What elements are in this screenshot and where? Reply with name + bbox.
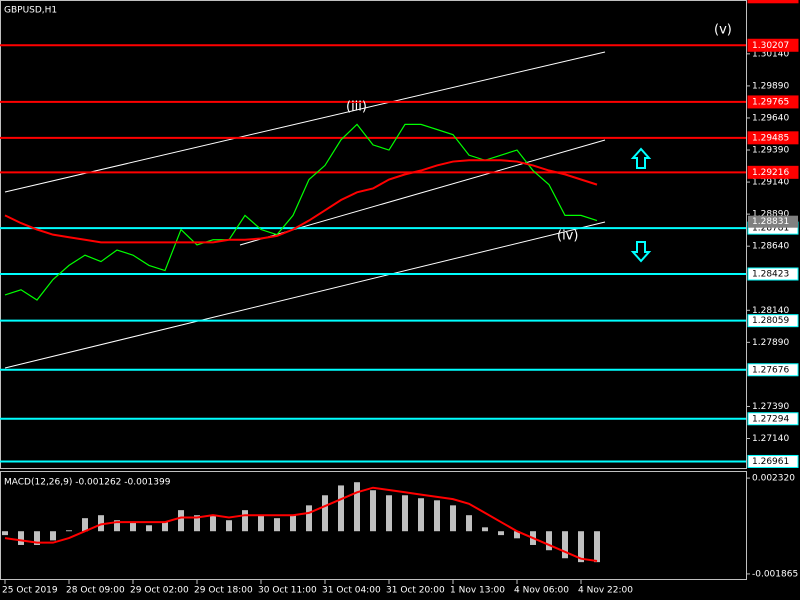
level-label-box xyxy=(747,165,799,179)
x-tick-label: 4 Nov 22:00 xyxy=(578,586,633,596)
macd-bar xyxy=(546,531,552,551)
macd-bar xyxy=(146,525,152,532)
channel-upper xyxy=(4,51,606,193)
x-tick-label: 1 Nov 13:00 xyxy=(450,586,505,596)
price-label-box xyxy=(748,215,798,228)
annotation: (iv) xyxy=(557,229,578,244)
arrow-down xyxy=(630,241,652,263)
y-tick-label: 1.29640 xyxy=(752,113,789,123)
y-tick-label: 1.28640 xyxy=(752,242,789,252)
y-tick-label: 1.27390 xyxy=(752,402,789,412)
x-tick-label: 29 Oct 02:00 xyxy=(130,586,189,596)
macd-bar xyxy=(562,531,568,559)
macd-bar xyxy=(434,500,440,532)
macd-bar xyxy=(450,505,456,532)
level-label: 1.29216 xyxy=(752,168,789,178)
level-label-box xyxy=(747,131,799,145)
macd-bar xyxy=(178,510,184,532)
y-tick-label: 0.002320 xyxy=(752,474,795,484)
level-label: 1.29765 xyxy=(752,97,789,107)
price-label: 1.28831 xyxy=(752,217,789,227)
macd-title: MACD(12,26,9) -0.001262 -0.001399 xyxy=(4,478,171,488)
macd-bar xyxy=(338,485,344,532)
macd-bar xyxy=(162,522,168,532)
y-tick-label: 1.29140 xyxy=(752,178,789,188)
macd-bar xyxy=(370,490,376,532)
level-label-box xyxy=(747,0,799,4)
chart-title: GBPUSD,H1 xyxy=(4,6,57,16)
x-tick-label: 30 Oct 11:00 xyxy=(258,586,317,596)
level-label-box xyxy=(747,267,799,281)
x-tick-label: 31 Oct 20:00 xyxy=(386,586,445,596)
y-tick-label: 1.27140 xyxy=(752,434,789,444)
x-tick-label: 29 Oct 18:00 xyxy=(194,586,253,596)
x-tick-label: 31 Oct 04:00 xyxy=(322,586,381,596)
macd-bar xyxy=(18,531,24,545)
x-tick-label: 25 Oct 2019 xyxy=(2,586,58,596)
line-series xyxy=(4,159,598,244)
macd-bar xyxy=(386,495,392,532)
level-label: 1.30585 xyxy=(752,0,789,2)
line-series xyxy=(4,123,598,301)
macd-bar xyxy=(402,495,408,532)
y-tick-label: 1.29890 xyxy=(752,81,789,91)
macd-bar xyxy=(130,522,136,532)
level-label-box xyxy=(747,314,799,328)
level-label-box xyxy=(747,363,799,377)
macd-bar xyxy=(514,531,520,539)
main-panel xyxy=(0,0,747,469)
line-series xyxy=(4,486,598,562)
macd-bar xyxy=(194,515,200,532)
macd-bar xyxy=(274,518,280,532)
macd-bar xyxy=(482,527,488,532)
level-label: 1.27294 xyxy=(752,414,789,424)
macd-bar xyxy=(498,531,504,536)
level-label: 1.28059 xyxy=(752,316,789,326)
level-label: 1.29485 xyxy=(752,133,789,143)
x-tick-label: 4 Nov 06:00 xyxy=(514,586,569,596)
x-tick-label: 28 Oct 09:00 xyxy=(66,586,125,596)
y-tick-label: 1.27890 xyxy=(752,338,789,348)
macd-bar xyxy=(290,515,296,532)
annotation: (v) xyxy=(714,23,732,38)
y-tick-label: 1.30140 xyxy=(752,49,789,59)
level-label-box xyxy=(747,95,799,109)
macd-bar xyxy=(98,515,104,532)
macd-bar xyxy=(466,515,472,532)
macd-bar xyxy=(242,510,248,532)
level-label-box xyxy=(747,38,799,52)
macd-bar xyxy=(66,530,72,532)
macd-bar xyxy=(82,518,88,532)
level-label-box xyxy=(747,412,799,426)
y-tick-label: 1.29390 xyxy=(752,146,789,156)
macd-bar xyxy=(322,495,328,532)
macd-bar xyxy=(258,515,264,532)
level-label: 1.28423 xyxy=(752,270,789,280)
level-label-box xyxy=(747,454,799,468)
arrow-up xyxy=(630,147,652,169)
y-tick-label: 1.28140 xyxy=(752,306,789,316)
macd-bar xyxy=(418,498,424,532)
macd-bar xyxy=(2,531,8,536)
level-label: 1.27676 xyxy=(752,365,789,375)
level-label: 1.26961 xyxy=(752,457,789,467)
macd-bar xyxy=(210,515,216,532)
channel-lower xyxy=(4,221,606,369)
macd-bar xyxy=(354,482,360,532)
macd-bar xyxy=(306,505,312,532)
level-label: 1.30207 xyxy=(752,41,789,51)
y-tick-label: 1.28890 xyxy=(752,210,789,220)
macd-bar xyxy=(594,531,600,563)
macd-bar xyxy=(226,520,232,532)
macd-bar xyxy=(34,531,40,545)
annotation: (iii) xyxy=(346,100,367,115)
y-tick-label: -0.001865 xyxy=(752,569,798,579)
macd-panel xyxy=(0,471,747,580)
macd-bar xyxy=(114,520,120,532)
macd-bar xyxy=(50,531,56,541)
macd-bar xyxy=(578,531,584,563)
level-label: 1.28781 xyxy=(752,224,789,234)
